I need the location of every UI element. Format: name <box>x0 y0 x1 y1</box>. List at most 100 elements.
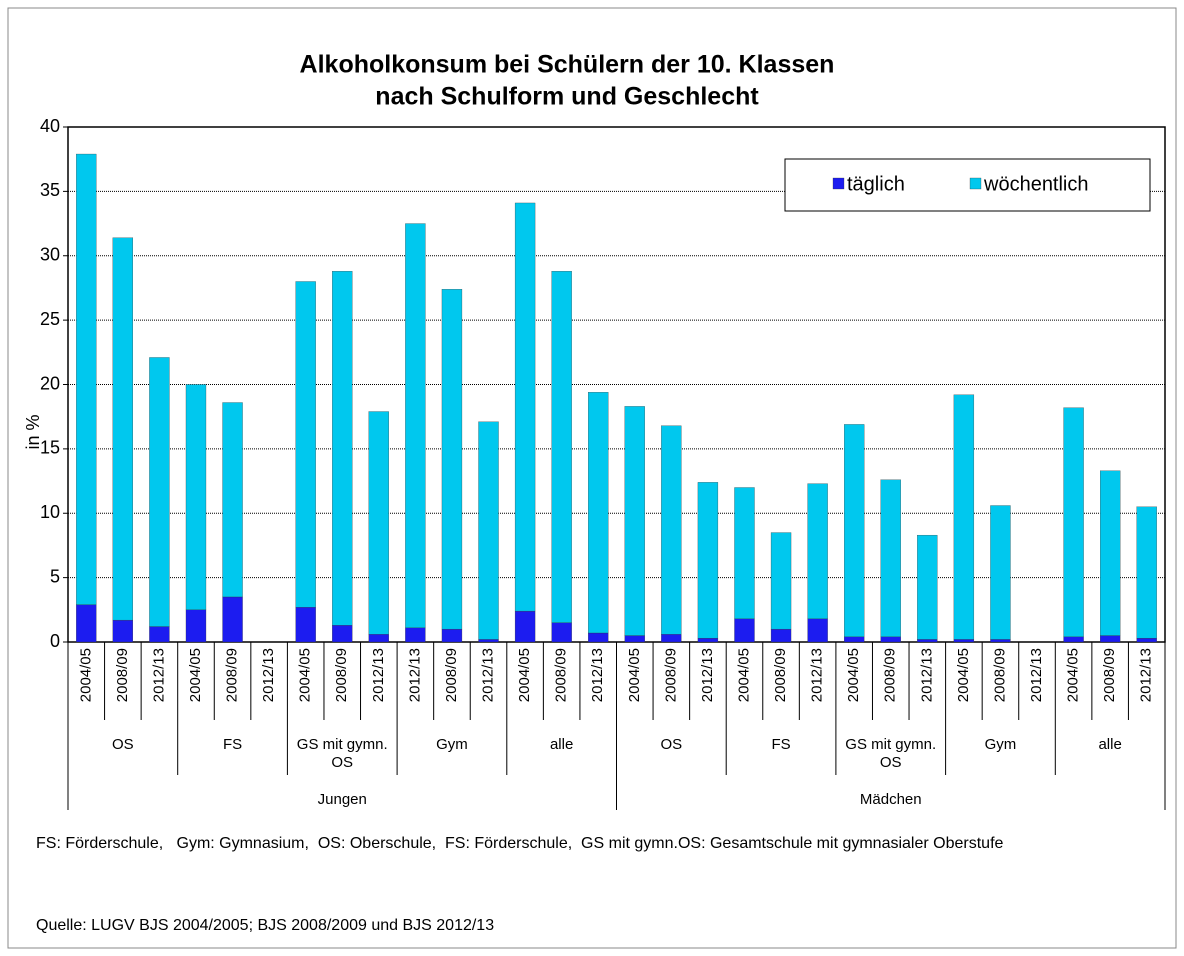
y-tick-label: 10 <box>40 502 60 522</box>
group-label: Jungen <box>317 791 367 808</box>
x-tick-label: 2012/13 <box>479 648 496 702</box>
bar-segment <box>1100 470 1121 636</box>
bar-segment <box>441 289 463 630</box>
legend-swatch <box>832 177 845 190</box>
x-tick-label: 2008/09 <box>991 648 1008 702</box>
legend-label: täglich <box>847 173 905 195</box>
y-tick-label: 20 <box>40 373 60 393</box>
bar-segment <box>1063 407 1084 637</box>
bar-segment <box>770 532 792 630</box>
y-tick-label: 40 <box>40 116 60 136</box>
legend-box <box>784 158 1151 212</box>
bar-segment <box>368 411 389 635</box>
bar-segment <box>112 237 133 621</box>
bar-segment <box>880 479 901 637</box>
bar-segment <box>185 384 207 610</box>
bar-segment <box>1063 636 1084 643</box>
bar-segment <box>697 637 719 643</box>
x-tick-label: 2008/09 <box>114 648 131 702</box>
x-tick-label: 2008/09 <box>882 648 899 702</box>
bar-segment <box>844 424 865 638</box>
chart-title: nach Schulform und Geschlecht <box>375 83 759 111</box>
bar-segment <box>917 639 938 643</box>
legend-swatch <box>969 177 982 190</box>
subgroup-label: alle <box>1098 736 1122 753</box>
bar-segment <box>807 483 828 619</box>
x-tick-label: 2012/13 <box>1138 648 1155 702</box>
bar-segment <box>551 271 572 623</box>
bar-segment <box>807 618 828 643</box>
x-tick-label: 2012/13 <box>1028 648 1045 702</box>
bar-segment <box>295 607 316 643</box>
x-tick-label: 2012/13 <box>918 648 935 702</box>
bar-segment <box>514 610 536 643</box>
subgroup-label: OS <box>660 736 683 753</box>
subgroup-label: FS <box>771 736 791 753</box>
subgroup-label: FS <box>222 736 243 753</box>
bar-segment <box>368 634 389 643</box>
x-tick-label: 2004/05 <box>1065 648 1082 702</box>
bar-segment <box>953 394 975 640</box>
bar-segment <box>588 392 609 634</box>
bar-segment <box>1100 635 1121 643</box>
x-tick-label: 2012/13 <box>260 648 277 702</box>
bar-segment <box>661 425 682 635</box>
subgroup-label: Gym <box>436 736 468 753</box>
y-tick-label: 25 <box>40 309 60 329</box>
x-tick-label: 2008/09 <box>553 648 570 702</box>
x-tick-label: 2012/13 <box>406 648 423 702</box>
y-tick-label: 30 <box>40 245 60 265</box>
bar-segment <box>185 609 207 643</box>
subgroup-label: GS mit gymn. OS <box>296 736 388 771</box>
x-tick-label: 2012/13 <box>150 648 167 702</box>
x-tick-label: 2004/05 <box>845 648 862 702</box>
bar-segment <box>332 625 353 643</box>
bar-segment <box>405 627 426 643</box>
subgroup-label: Gym <box>984 736 1017 753</box>
y-tick-label: 0 <box>50 631 60 651</box>
bar-segment <box>551 622 572 643</box>
bar-segment <box>588 632 609 643</box>
bar-segment <box>405 223 426 628</box>
x-tick-label: 2008/09 <box>224 648 241 702</box>
y-tick-label: 5 <box>50 566 60 586</box>
bar-segment <box>844 636 865 643</box>
bar-segment <box>76 604 97 643</box>
x-tick-label: 2008/09 <box>443 648 460 702</box>
y-tick-label: 35 <box>40 180 60 200</box>
bar-segment <box>661 634 682 643</box>
bar-segment <box>1136 506 1157 639</box>
x-tick-label: 2004/05 <box>297 648 314 702</box>
bar-segment <box>514 202 536 612</box>
bar-segment <box>149 626 170 643</box>
bar-segment <box>697 482 719 639</box>
bar-segment <box>76 153 97 605</box>
x-tick-label: 2004/05 <box>735 648 752 702</box>
x-tick-label: 2008/09 <box>772 648 789 702</box>
bar-segment <box>478 639 499 643</box>
x-tick-label: 2012/13 <box>809 648 826 702</box>
bar-segment <box>624 406 645 636</box>
bar-segment <box>990 639 1011 643</box>
x-tick-label: 2008/09 <box>1101 648 1118 702</box>
bar-segment <box>222 596 243 643</box>
x-tick-label: 2012/13 <box>699 648 716 702</box>
legend-label: wöchentlich <box>983 173 1089 195</box>
x-tick-label: 2004/05 <box>77 648 94 702</box>
x-tick-label: 2012/13 <box>589 648 606 702</box>
bar-segment <box>112 619 133 643</box>
bar-segment <box>734 618 755 643</box>
x-tick-label: 2008/09 <box>333 648 350 702</box>
bar-segment <box>734 487 755 619</box>
x-tick-label: 2012/13 <box>370 648 387 702</box>
bar-segment <box>917 534 938 640</box>
bar-segment <box>222 402 243 598</box>
bar-segment <box>953 639 975 643</box>
bar-segment <box>624 635 645 643</box>
bar-segment <box>441 628 463 643</box>
footnote: FS: Förderschule, Gym: Gymnasium, OS: Ob… <box>36 835 1004 852</box>
subgroup-label: alle <box>549 736 574 753</box>
subgroup-label: OS <box>112 736 134 753</box>
